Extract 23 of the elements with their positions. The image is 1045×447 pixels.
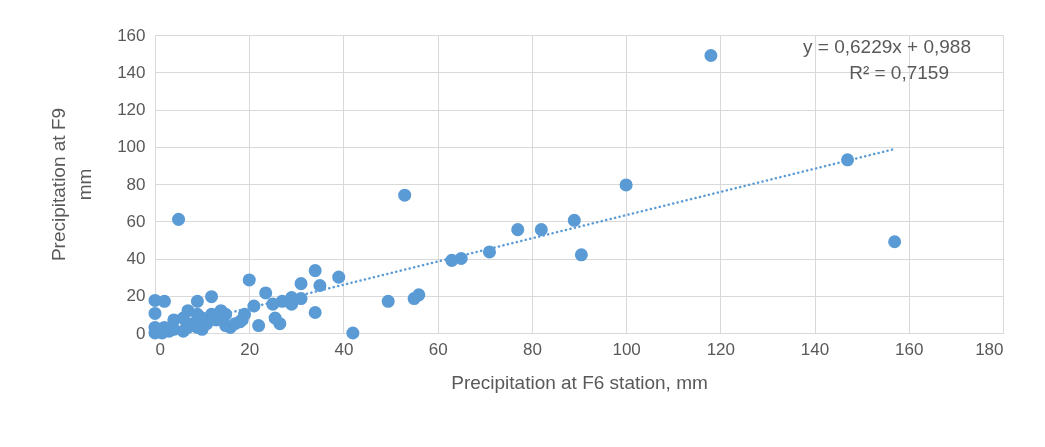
x-tick-label: 40 bbox=[334, 339, 354, 359]
x-tick-label: 60 bbox=[428, 339, 448, 359]
y-tick-label: 100 bbox=[117, 137, 146, 157]
x-tick-label: 0 bbox=[155, 339, 165, 359]
x-tick-label: 120 bbox=[706, 339, 736, 359]
y-tick-label: 160 bbox=[117, 25, 146, 45]
x-tick-label: 80 bbox=[522, 339, 542, 359]
annotation: R² = 0,7159 bbox=[849, 62, 949, 83]
y-tick-label: 140 bbox=[117, 62, 146, 82]
x-tick-label: 180 bbox=[975, 339, 1004, 359]
y-tick-label: 20 bbox=[126, 286, 146, 306]
y-tick-label: 0 bbox=[136, 323, 146, 343]
y-tick-label: 40 bbox=[126, 249, 146, 268]
y-axis-title: Precipitation at F9 mm bbox=[48, 107, 96, 262]
x-tick-label: 100 bbox=[612, 339, 641, 359]
y-tick-label: 60 bbox=[126, 211, 146, 231]
x-tick-label: 20 bbox=[240, 339, 260, 359]
y-tick-label: 120 bbox=[117, 100, 146, 119]
x-tick-label: 160 bbox=[895, 339, 924, 359]
x-axis-title: Precipitation at F6 station, mm bbox=[451, 371, 708, 393]
y-tick-label: 80 bbox=[126, 174, 146, 194]
annotation: y = 0,6229x + 0,988 bbox=[803, 36, 971, 57]
x-tick-label: 140 bbox=[800, 339, 830, 359]
